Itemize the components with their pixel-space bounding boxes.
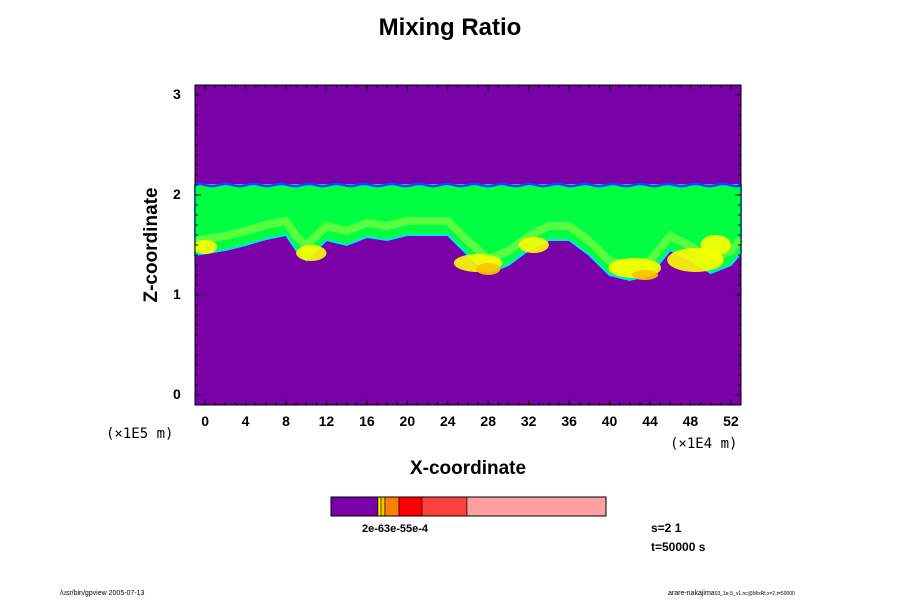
colorbar-segment-3 xyxy=(384,496,400,517)
x-tick-label: 8 xyxy=(282,413,290,429)
x-tick-label: 0 xyxy=(201,413,209,429)
x-axis-scale-note: (×1E4 m) xyxy=(670,436,738,452)
y-tick-label: 2 xyxy=(173,186,181,202)
x-tick-label: 20 xyxy=(399,413,416,429)
footer-source: arare-nakajima03_1e-5_v1.nc@MixRt,x=2,t=… xyxy=(668,590,795,597)
concentration-patch-0 xyxy=(192,240,218,254)
x-tick-label: 52 xyxy=(723,413,739,429)
y-tick-label: 3 xyxy=(173,86,181,102)
concentration-patch-4 xyxy=(518,237,549,253)
footer-command: /usr/bin/gpview 2005-07-13 xyxy=(60,590,145,597)
step-info: s=2 1 xyxy=(651,521,682,535)
colorbar-segment-2 xyxy=(380,496,386,517)
x-tick-label: 24 xyxy=(439,413,456,429)
concentration-patch-3 xyxy=(476,263,501,275)
x-axis-label: X-coordinate xyxy=(409,458,527,479)
x-tick-label: 28 xyxy=(480,413,496,429)
mixed-band xyxy=(194,216,745,271)
x-tick-label: 48 xyxy=(682,413,699,429)
footer-author: arare-nakajima xyxy=(668,590,715,597)
x-tick-label: 32 xyxy=(520,413,537,429)
z-axis-scale-note: (×1E5 m) xyxy=(106,426,174,442)
colorbar-segment-0 xyxy=(330,496,379,517)
x-tick-label: 12 xyxy=(318,413,335,429)
y-tick-label: 0 xyxy=(173,386,181,402)
concentration-patch-1 xyxy=(296,245,327,261)
y-axis-label: Z-coordinate xyxy=(141,187,162,303)
concentration-patch-6 xyxy=(631,270,659,280)
colorbar-segment-5 xyxy=(421,496,468,517)
y-tick-label: 1 xyxy=(173,286,181,302)
x-tick-label: 36 xyxy=(561,413,577,429)
x-tick-label: 44 xyxy=(642,413,658,429)
concentration-patch-8 xyxy=(700,235,731,255)
colorbar-segment-1 xyxy=(377,496,382,517)
colorbar-segment-4 xyxy=(398,496,423,517)
x-tick-label: 16 xyxy=(359,413,375,429)
colorbar-labels: 2e-63e-55e-4 xyxy=(362,523,429,535)
time-info: t=50000 s xyxy=(651,540,706,554)
colorbar-segment-6 xyxy=(466,496,607,517)
colorbar xyxy=(330,496,607,517)
layer-top-edge xyxy=(194,182,742,188)
x-tick-label: 40 xyxy=(601,413,618,429)
chart-title: Mixing Ratio xyxy=(378,14,522,41)
footer-file: 03_1e-5_v1.nc@MixRt,x=2,t=50000 xyxy=(714,591,795,597)
x-tick-label: 4 xyxy=(241,413,250,429)
colorbar-frame xyxy=(330,496,607,517)
